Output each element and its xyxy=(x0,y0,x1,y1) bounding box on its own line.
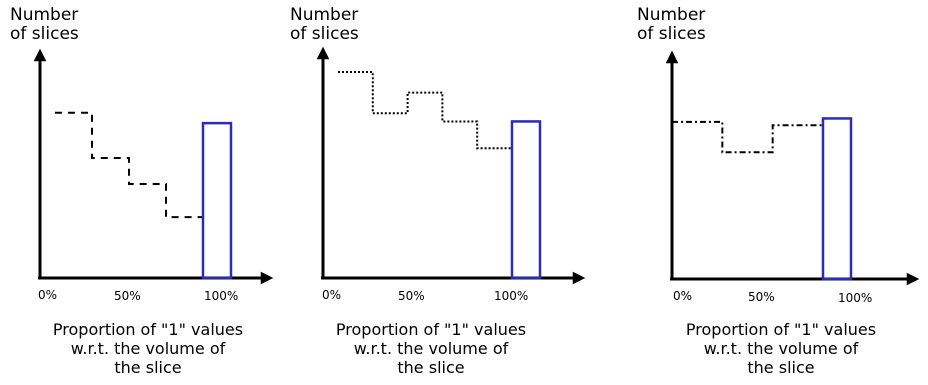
dotted-step-curve xyxy=(338,71,512,150)
x-caption-line1: Proportion of "1" values xyxy=(686,320,876,339)
tick-label-0: 0% xyxy=(322,288,341,302)
x-caption-line3: the slice xyxy=(747,358,814,377)
x-caption-line1: Proportion of "1" values xyxy=(336,320,526,339)
x-caption-line3: the slice xyxy=(114,358,181,377)
dashed-step-curve xyxy=(55,111,203,219)
tick-label-0: 0% xyxy=(673,289,692,303)
tick-label-100: 100% xyxy=(204,289,238,303)
tick-label-100: 100% xyxy=(838,291,872,305)
x-caption-line3: the slice xyxy=(397,358,464,377)
y-axis-label-line1: Number xyxy=(10,5,78,25)
y-axis-label-line2: of slices xyxy=(290,24,359,44)
x-caption-line1: Proportion of "1" values xyxy=(53,320,243,339)
tick-label-50: 50% xyxy=(748,290,775,304)
bar-100-percent xyxy=(821,117,853,281)
y-axis-label-line1: Number xyxy=(290,5,358,25)
panel-3: Number of slices 0% 50% 100% Proportion … xyxy=(637,5,920,377)
tick-label-0: 0% xyxy=(38,288,57,302)
panel-2: Number of slices 0% 50% 100% Proportion … xyxy=(290,5,586,377)
x-caption-line2: w.r.t. the volume of xyxy=(354,339,509,358)
bar-100-percent xyxy=(510,120,542,280)
x-caption-line2: w.r.t. the volume of xyxy=(71,339,226,358)
y-axis-label-line1: Number xyxy=(637,5,705,25)
bar-100-percent xyxy=(201,121,233,280)
tick-label-50: 50% xyxy=(114,289,141,303)
y-axis-label-line2: of slices xyxy=(637,24,706,44)
y-axis-label-line2: of slices xyxy=(10,24,79,44)
x-caption-line2: w.r.t. the volume of xyxy=(704,339,859,358)
tick-label-100: 100% xyxy=(494,289,528,303)
panel-1: Number of slices 0% 50% 100% Proportion … xyxy=(10,5,274,377)
tick-label-50: 50% xyxy=(398,289,425,303)
dash-dot-step-curve xyxy=(672,120,823,154)
